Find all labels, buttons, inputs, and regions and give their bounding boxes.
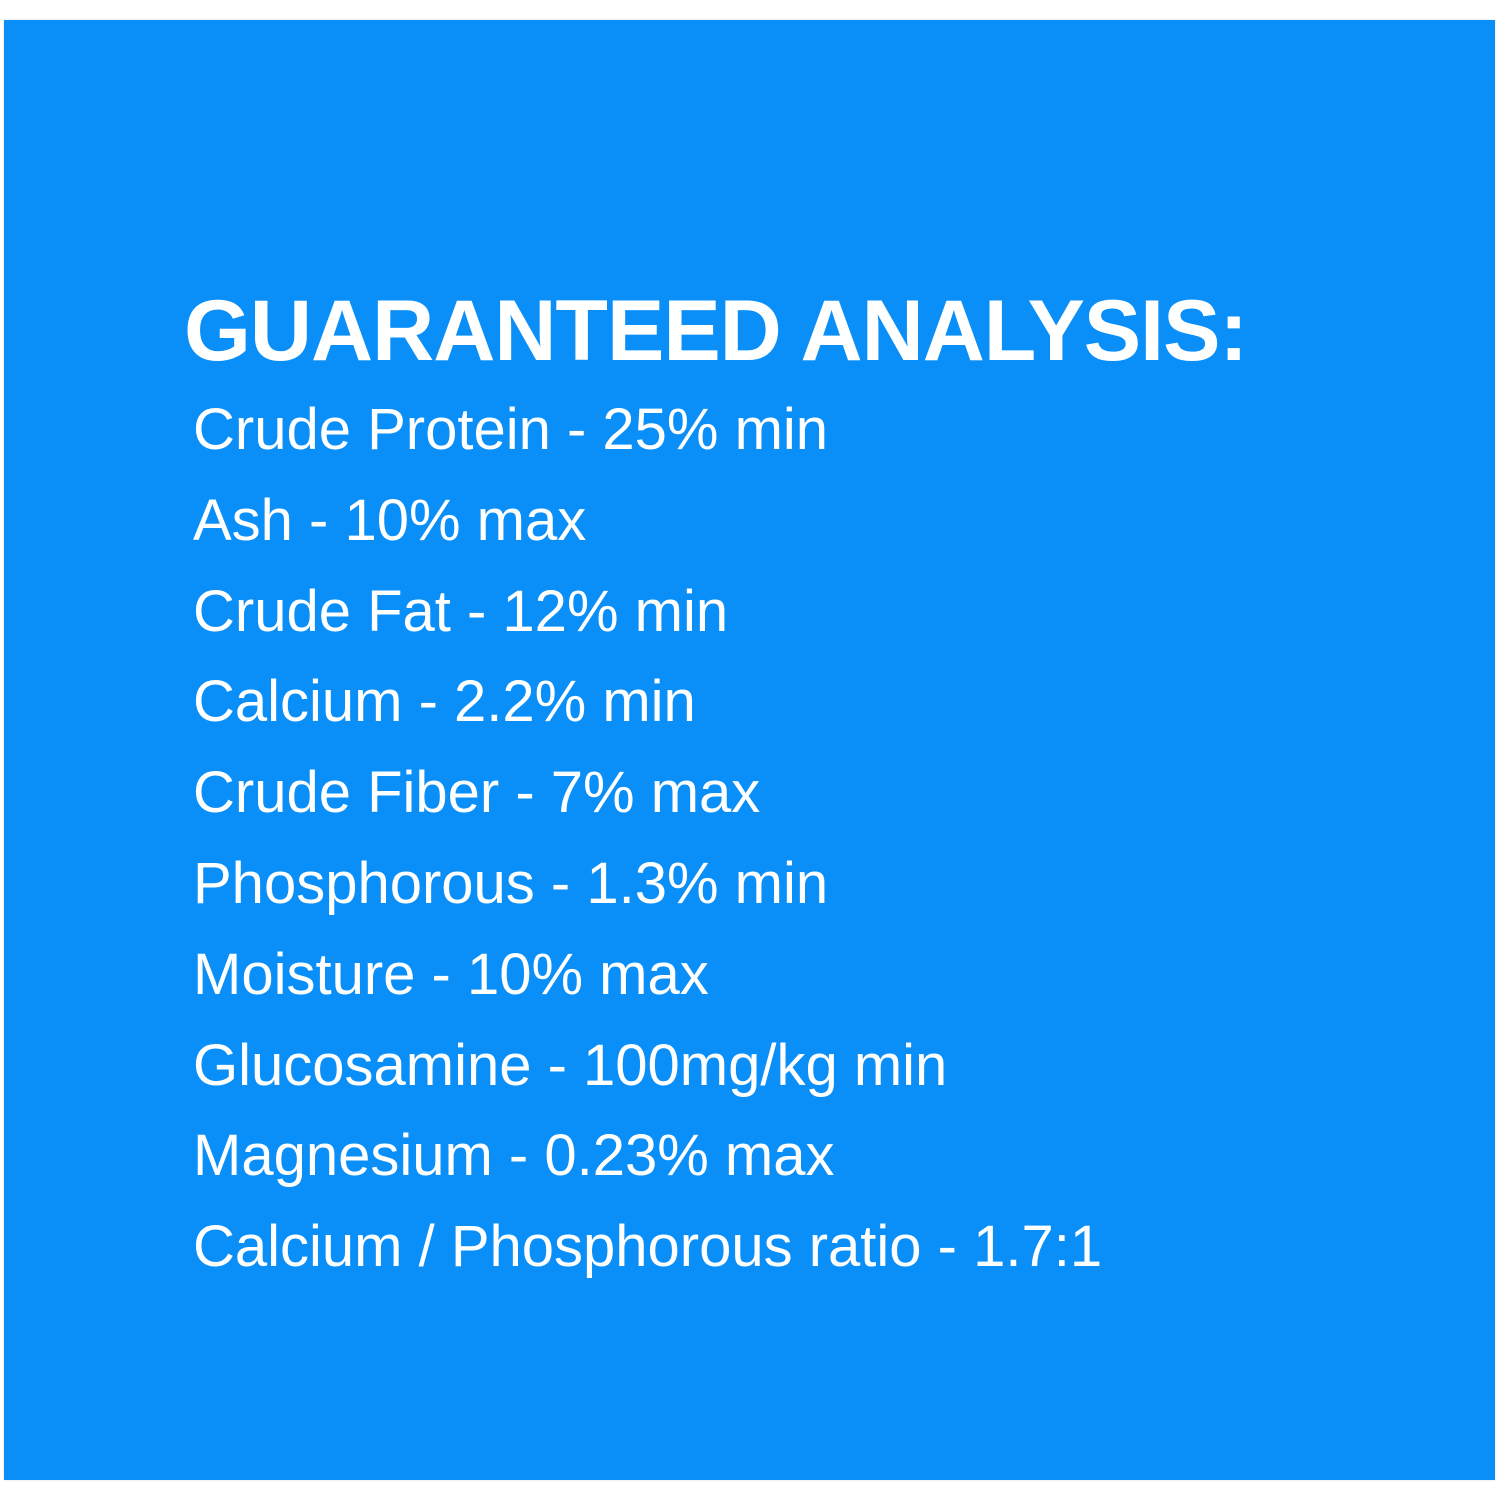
- list-item: Ash - 10% max: [193, 487, 587, 553]
- analysis-list: Crude Protein - 25% min Ash - 10% max Cr…: [193, 394, 1102, 1302]
- list-item: Crude Fiber - 7% max: [193, 760, 761, 826]
- list-item: Phosphorous - 1.3% min: [193, 850, 829, 916]
- heading: GUARANTEED ANALYSIS:: [184, 283, 1248, 379]
- analysis-panel: GUARANTEED ANALYSIS: Crude Protein - 25%…: [4, 20, 1495, 1480]
- list-item: Crude Protein - 25% min: [193, 397, 829, 462]
- list-item: Moisture - 10% max: [193, 941, 709, 1007]
- list-item: Calcium - 2.2% min: [193, 669, 696, 735]
- list-item: Magnesium - 0.23% max: [193, 1123, 835, 1189]
- list-item: Calcium / Phosphorous ratio - 1.7:1: [193, 1214, 1103, 1280]
- list-item: Glucosamine - 100mg/kg min: [193, 1032, 948, 1098]
- list-item: Crude Fat - 12% min: [193, 578, 729, 644]
